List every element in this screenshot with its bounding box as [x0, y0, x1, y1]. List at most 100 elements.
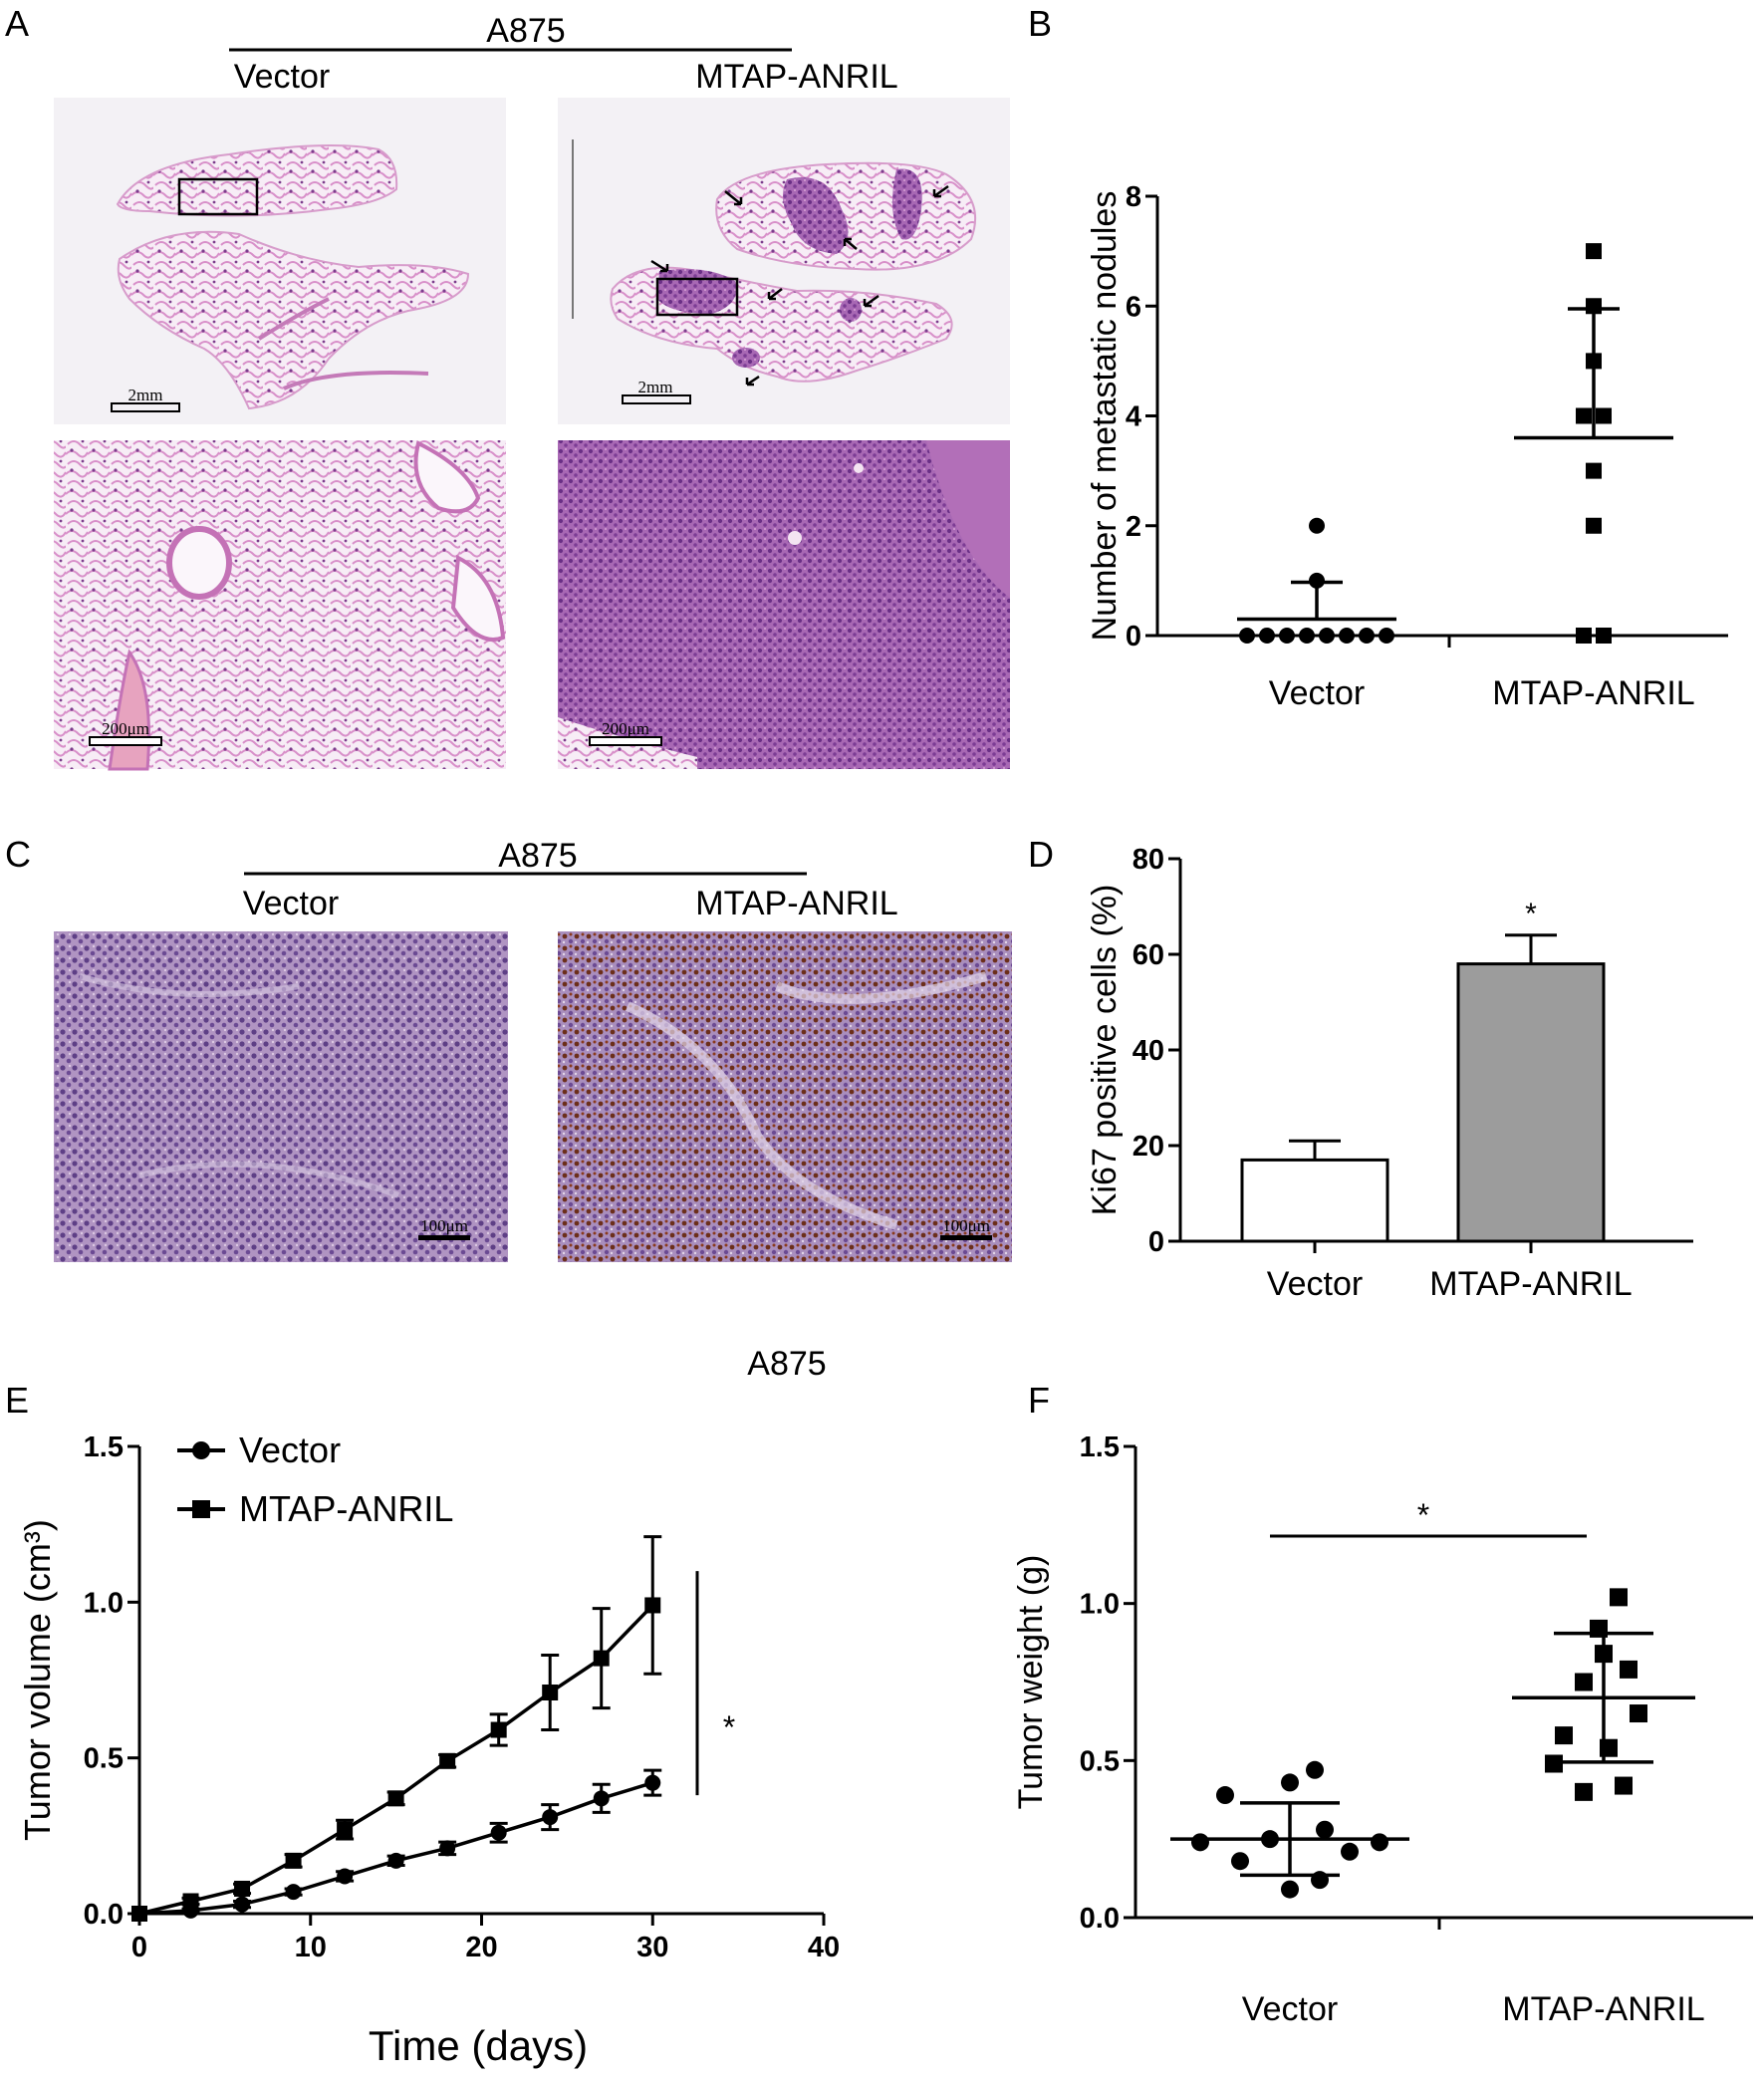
- legend-label-mtap-anril: MTAP-ANRIL: [239, 1488, 453, 1529]
- y-tick-label: 1.5: [84, 1431, 124, 1463]
- panel-c-vector-label: Vector: [243, 885, 339, 922]
- data-point-mtap-anril: [542, 1685, 559, 1701]
- data-point-mtap-anril: [1610, 1588, 1628, 1607]
- chart-d: 0 20 40 60 80 Ki67 positive cells (%) Vector MT…: [1086, 844, 1693, 1303]
- data-point-mtap-anril: [1576, 628, 1592, 644]
- scale-bar-label-a-top-right: 2mm: [638, 378, 673, 396]
- data-point-mtap-anril: [439, 1752, 456, 1769]
- data-point-mtap-anril: [131, 1906, 147, 1922]
- panel-c-ihc-mtap-image: 100μm: [558, 931, 1012, 1262]
- data-point-vector: [1239, 628, 1255, 644]
- data-point-vector: [1191, 1833, 1209, 1852]
- panel-c: A875 Vector MTAP-ANRIL 100μm 100μm: [54, 837, 1012, 1262]
- y-tick-label: 80: [1133, 844, 1164, 876]
- panel-a-header: A875: [486, 12, 565, 50]
- y-tick-label: 6: [1126, 291, 1141, 323]
- panel-a: A875 Vector MTAP-ANRIL 2mm: [54, 12, 1010, 771]
- data-point-vector: [1231, 1852, 1249, 1871]
- y-tick-label: 8: [1126, 181, 1141, 213]
- y-tick-label: 1.0: [1080, 1589, 1120, 1621]
- data-point-vector: [1339, 628, 1355, 644]
- data-point-vector: [1316, 1820, 1334, 1839]
- y-axis-label: Tumor weight (g): [1012, 1555, 1050, 1810]
- y-tick-label: 0.5: [84, 1743, 124, 1775]
- data-point-vector: [1281, 1773, 1299, 1792]
- data-point-vector: [542, 1809, 559, 1826]
- panel-c-ihc-vector-image: 100μm: [54, 931, 508, 1262]
- data-point-mtap-anril: [1596, 407, 1612, 424]
- data-point-vector: [1259, 628, 1275, 644]
- data-point-vector: [593, 1790, 610, 1807]
- data-point-vector: [337, 1868, 354, 1885]
- legend-marker-vector: [192, 1441, 210, 1459]
- y-tick-label: 0.0: [84, 1899, 124, 1931]
- data-point-vector: [387, 1852, 404, 1869]
- y-tick-label: 0.0: [1080, 1903, 1120, 1935]
- x-tick-label: 10: [295, 1932, 327, 1963]
- y-tick-label: 0: [1148, 1226, 1164, 1258]
- x-tick-label: 40: [808, 1932, 840, 1963]
- x-category-label: Vector: [1269, 674, 1365, 712]
- data-point-mtap-anril: [1555, 1726, 1573, 1745]
- data-point-vector: [285, 1884, 302, 1901]
- y-axis-label: Ki67 positive cells (%): [1086, 885, 1124, 1216]
- data-point-mtap-anril: [1575, 1673, 1593, 1691]
- panel-a-vector-label: Vector: [234, 58, 330, 96]
- metastasis-arrows: [650, 184, 949, 387]
- scale-bar-label-a-bottom-left: 200μm: [102, 719, 149, 738]
- data-point-mtap-anril: [285, 1852, 302, 1869]
- data-point-mtap-anril: [593, 1650, 610, 1667]
- data-point-mtap-anril: [182, 1893, 199, 1910]
- data-point-vector: [1279, 628, 1295, 644]
- panel-letter-b: B: [1028, 3, 1052, 44]
- x-category-label: Vector: [1242, 1990, 1338, 2028]
- data-point-mtap-anril: [1596, 628, 1612, 644]
- data-point-vector: [1299, 628, 1315, 644]
- x-category-label: MTAP-ANRIL: [1502, 1990, 1704, 2028]
- panel-c-mtap-label: MTAP-ANRIL: [695, 885, 897, 922]
- data-point-vector: [1359, 628, 1375, 644]
- data-point-mtap-anril: [387, 1790, 404, 1807]
- x-category-label: Vector: [1267, 1265, 1363, 1303]
- panel-a-magnified-mtap-image: 200μm: [558, 440, 1010, 769]
- panel-a-lung-mtap-image: 2mm: [558, 98, 1010, 424]
- panel-letter-c: C: [5, 834, 31, 875]
- y-tick-label: 4: [1126, 401, 1141, 433]
- panel-letter-d: D: [1028, 834, 1054, 875]
- data-point-vector: [1341, 1842, 1359, 1861]
- data-point-vector: [1306, 1760, 1324, 1779]
- data-point-vector: [1379, 628, 1394, 644]
- x-tick-label: 20: [465, 1932, 497, 1963]
- significance-asterisk: *: [1525, 898, 1537, 930]
- data-point-vector: [1371, 1833, 1388, 1852]
- y-axis-label: Tumor volume (cm³): [17, 1519, 58, 1841]
- x-tick-label: 30: [636, 1932, 668, 1963]
- panel-a-mtap-label: MTAP-ANRIL: [695, 58, 897, 96]
- data-point-vector: [1309, 517, 1325, 534]
- significance-asterisk: *: [1417, 1497, 1429, 1533]
- y-tick-label: 40: [1133, 1035, 1164, 1067]
- data-point-mtap-anril: [1630, 1704, 1647, 1723]
- scale-bar-label-a-bottom-right: 200μm: [602, 719, 649, 738]
- data-point-vector: [439, 1840, 456, 1857]
- data-point-mtap-anril: [234, 1880, 251, 1897]
- panel-a-magnified-vector-image: 200μm: [54, 440, 506, 771]
- bar-mtap-anril: [1456, 962, 1606, 1243]
- legend-label-vector: Vector: [239, 1430, 341, 1470]
- bar-vector: [1240, 1158, 1389, 1243]
- chart-e: 0.0 0.5 1.0 1.5 0 10 20 30 40 Time (days) Tumor vo…: [17, 1430, 840, 2069]
- scale-bar-label-c-left: 100μm: [420, 1216, 468, 1235]
- data-point-vector: [1281, 1880, 1299, 1899]
- y-tick-label: 0.5: [1080, 1745, 1120, 1777]
- y-tick-label: 1.5: [1080, 1431, 1120, 1463]
- data-point-mtap-anril: [1620, 1660, 1638, 1679]
- chart-f: 0.0 0.5 1.0 1.5 Tumor weight (g) Vector MTAP-A…: [1012, 1431, 1753, 2028]
- data-point-vector: [1216, 1786, 1234, 1805]
- data-point-vector: [644, 1774, 661, 1791]
- data-point-mtap-anril: [1586, 243, 1602, 260]
- scale-bar-label-a-top-left: 2mm: [128, 386, 163, 404]
- data-point-mtap-anril: [1576, 407, 1592, 424]
- panel-letter-a: A: [5, 3, 29, 44]
